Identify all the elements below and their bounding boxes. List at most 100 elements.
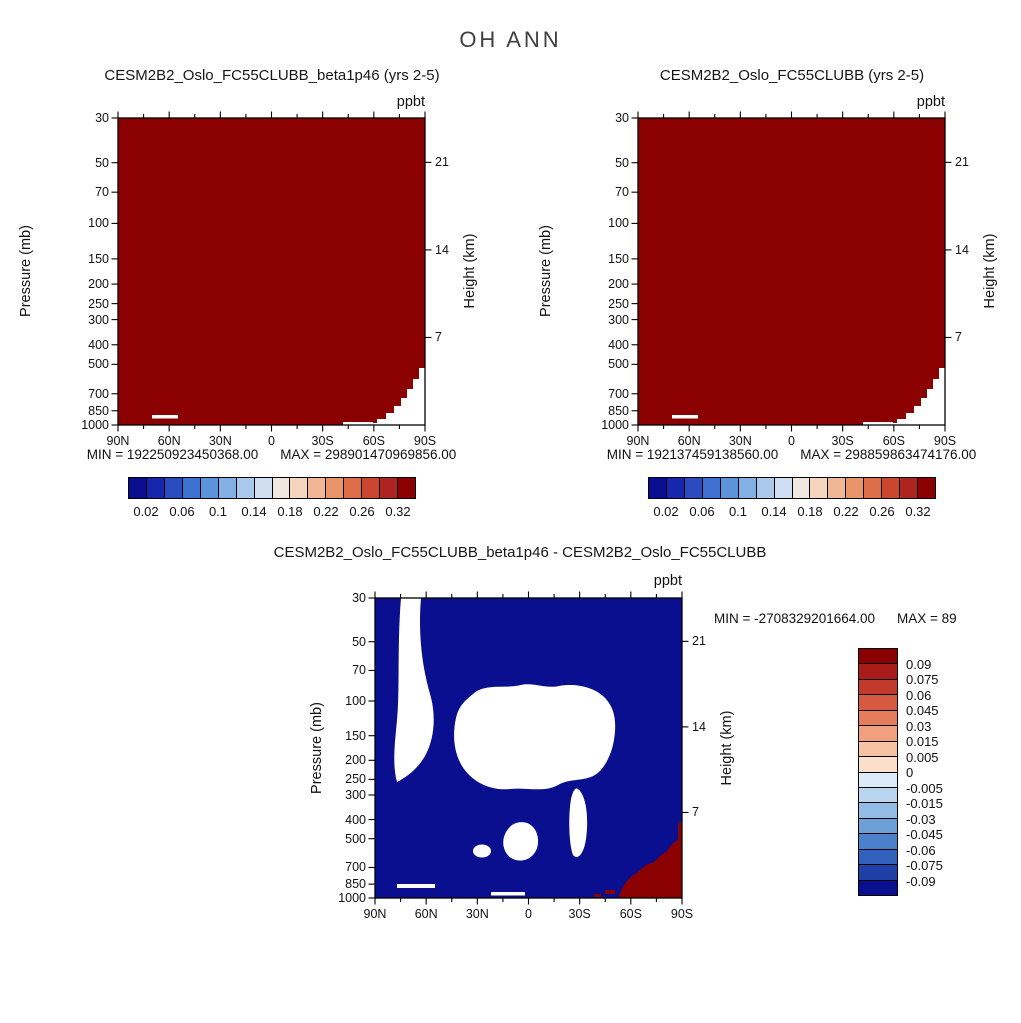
- colorbar-cell: [272, 478, 291, 498]
- pressure-tick-label: 70: [615, 185, 629, 200]
- lat-tick-label: 60S: [362, 434, 385, 448]
- colorbar-tick-label: 0.26: [869, 504, 895, 519]
- colorbar-tick-label: 0.14: [241, 504, 267, 519]
- height-tick-label: 14: [692, 719, 706, 734]
- pressure-tick-label: 150: [345, 728, 366, 743]
- colorbar-cell: [792, 478, 811, 498]
- colorbar-cell: [859, 679, 897, 696]
- colorbar-tick-label: 0.18: [797, 504, 823, 519]
- lat-tick-label: 30N: [465, 907, 489, 921]
- height-tick-label: 14: [435, 242, 449, 257]
- lat-tick-label: 0: [268, 434, 275, 448]
- pressure-tick-label: 70: [352, 663, 366, 678]
- panel-title-diff: CESM2B2_Oslo_FC55CLUBB_beta1p46 - CESM2B…: [273, 544, 767, 561]
- pressure-tick-label: 50: [95, 155, 109, 170]
- lat-tick-label: 90S: [413, 434, 437, 448]
- colorbar-tick-label: 0.26: [349, 504, 375, 519]
- pressure-tick-label: 400: [88, 337, 109, 352]
- colorbar-tick-label: -0.06: [906, 842, 936, 858]
- lat-tick-label: 90N: [106, 434, 130, 448]
- colorbar-cell: [900, 478, 919, 498]
- height-tick-label: 21: [435, 155, 449, 170]
- pressure-tick-label: 700: [608, 386, 629, 401]
- pressure-tick-label: 700: [345, 860, 366, 875]
- pressure-axis-label: Pressure (mb): [538, 225, 554, 317]
- units-label: ppbt: [916, 94, 945, 110]
- colorbar-tick-label: -0.005: [906, 780, 943, 796]
- pressure-tick-label: 200: [608, 277, 629, 292]
- near-zero-region: [397, 884, 435, 888]
- colorbar-tick-label: 0.1: [208, 504, 228, 519]
- pressure-tick-label: 1000: [601, 418, 629, 432]
- figure-title: OH ANN: [459, 27, 562, 52]
- pressure-tick-label: 100: [608, 216, 629, 231]
- colorbar-tick-label: 0.06: [906, 687, 932, 703]
- colorbar: [648, 477, 936, 499]
- colorbar-cell: [308, 478, 327, 498]
- colorbar-tick-label: 0.02: [133, 504, 159, 519]
- lat-tick-label: 60N: [677, 434, 701, 448]
- colorbar-tick-label: -0.075: [906, 858, 943, 873]
- colorbar: [858, 648, 898, 896]
- colorbar-cell: [859, 664, 897, 680]
- positive-diff-region: [605, 890, 615, 894]
- colorbar-cell: [828, 478, 847, 498]
- colorbar-cell: [649, 478, 667, 498]
- pressure-tick-label: 100: [88, 216, 109, 231]
- colorbar-cell: [859, 818, 897, 835]
- pressure-tick-label: 250: [88, 296, 109, 311]
- lat-tick-label: 30S: [831, 434, 854, 448]
- lat-tick-label: 90S: [670, 907, 694, 921]
- topography-region: [863, 422, 893, 425]
- colorbar-cell: [218, 478, 237, 498]
- units-label: ppbt: [396, 94, 425, 110]
- pressure-axis-label: Pressure (mb): [18, 225, 34, 317]
- height-axis-label: Height (km): [462, 233, 478, 309]
- colorbar-tick-label: 0.06: [689, 504, 715, 519]
- pressure-tick-label: 200: [88, 277, 109, 292]
- colorbar-cell: [859, 865, 897, 881]
- topography-region: [343, 422, 373, 425]
- field-fill-max: [638, 118, 945, 425]
- lat-tick-label: 0: [788, 434, 795, 448]
- colorbar-cell: [200, 478, 219, 498]
- colorbar-cell: [810, 478, 829, 498]
- colorbar-cell: [859, 849, 897, 866]
- colorbar-cell: [859, 834, 897, 850]
- colorbar-cell: [859, 787, 897, 804]
- height-axis-label: Height (km): [719, 710, 735, 786]
- colorbar-cell: [859, 803, 897, 819]
- colorbar: [128, 477, 416, 499]
- pressure-tick-label: 400: [345, 812, 366, 827]
- colorbar-tick-label: 0.32: [905, 504, 931, 519]
- pressure-tick-label: 400: [608, 337, 629, 352]
- colorbar-cell: [859, 649, 897, 665]
- colorbar-tick-label: -0.09: [906, 873, 936, 889]
- colorbar-tick-label: -0.03: [906, 811, 936, 827]
- colorbar-tick-label: 0: [906, 765, 914, 780]
- colorbar-cell: [859, 880, 897, 895]
- contour-plot-difference: [368, 591, 689, 905]
- colorbar-cell: [702, 478, 721, 498]
- colorbar-tick-label: 0.075: [906, 672, 939, 687]
- pressure-tick-label: 70: [95, 185, 109, 200]
- pressure-tick-label: 850: [608, 403, 629, 418]
- colorbar-cell: [774, 478, 793, 498]
- pressure-tick-label: 1000: [338, 891, 366, 905]
- pressure-tick-label: 850: [345, 877, 366, 892]
- panel-title-left: CESM2B2_Oslo_FC55CLUBB_beta1p46 (yrs 2-5…: [104, 67, 440, 84]
- lat-tick-label: 60S: [619, 907, 642, 921]
- colorbar-tick-label: 0.14: [761, 504, 787, 519]
- colorbar-cell: [164, 478, 183, 498]
- colorbar-tick-label: 0.32: [385, 504, 411, 519]
- colorbar-cell: [756, 478, 775, 498]
- pressure-tick-label: 30: [615, 111, 629, 125]
- pressure-tick-label: 1000: [81, 418, 109, 432]
- contour-plot-beta: [111, 111, 432, 432]
- near-zero-region: [473, 844, 491, 858]
- topography-region: [886, 368, 945, 425]
- lat-tick-label: 60N: [414, 907, 438, 921]
- lat-tick-label: 90S: [933, 434, 957, 448]
- pressure-tick-label: 300: [608, 312, 629, 327]
- colorbar-cell: [720, 478, 739, 498]
